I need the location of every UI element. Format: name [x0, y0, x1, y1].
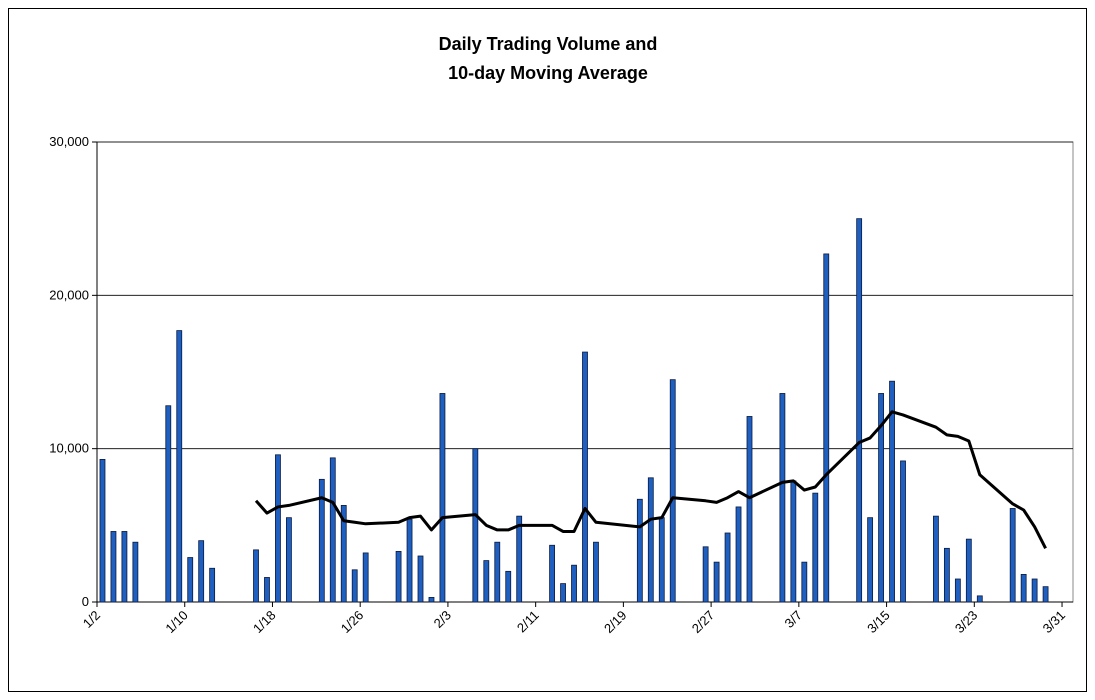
- bar: [209, 567, 216, 603]
- bar: [121, 531, 128, 603]
- bar: [746, 416, 753, 603]
- y-tick-label: 0: [82, 594, 89, 609]
- bar: [318, 478, 325, 603]
- bar: [636, 498, 643, 603]
- bar: [472, 448, 479, 603]
- bar: [1031, 578, 1038, 603]
- bar: [889, 380, 895, 603]
- bar: [878, 393, 884, 603]
- bar: [560, 583, 566, 603]
- bar: [395, 551, 402, 603]
- bar: [176, 330, 183, 603]
- bar: [264, 577, 270, 603]
- bar: [549, 544, 556, 603]
- chart-title: Daily Trading Volume and: [439, 34, 658, 54]
- y-tick-label: 30,000: [49, 134, 89, 149]
- bar: [132, 541, 139, 603]
- bar: [286, 517, 292, 603]
- bar: [713, 561, 720, 603]
- bar: [647, 477, 654, 603]
- bar: [976, 595, 983, 603]
- bar: [735, 506, 742, 603]
- bar: [505, 570, 512, 603]
- bar: [856, 218, 863, 603]
- bar: [351, 569, 358, 603]
- bar: [658, 517, 665, 603]
- moving-average-line: [254, 410, 1047, 550]
- bar: [867, 517, 874, 603]
- bar: [582, 351, 588, 603]
- bar: [943, 547, 950, 603]
- bar: [812, 492, 819, 603]
- bar: [516, 515, 523, 603]
- bar: [494, 541, 501, 603]
- bar: [483, 560, 490, 603]
- bar: [1009, 508, 1016, 603]
- bar: [900, 460, 906, 603]
- bar: [329, 457, 336, 603]
- bar: [417, 555, 424, 603]
- bar: [965, 538, 972, 603]
- bar: [1042, 586, 1049, 603]
- bar: [99, 458, 106, 603]
- bar: [110, 531, 117, 603]
- bar: [724, 532, 731, 603]
- bar: [702, 546, 709, 603]
- chart-title: 10-day Moving Average: [448, 63, 648, 83]
- bar: [669, 379, 676, 603]
- bar: [954, 578, 961, 603]
- bar: [340, 504, 347, 603]
- bar: [428, 597, 435, 603]
- bar: [165, 405, 172, 603]
- bar: [275, 454, 281, 603]
- bar: [801, 561, 808, 603]
- bar: [362, 552, 369, 603]
- bar: [823, 253, 830, 603]
- bar: [933, 515, 939, 603]
- bar: [571, 564, 577, 603]
- bar: [406, 518, 413, 603]
- bar: [253, 549, 259, 603]
- bar: [779, 393, 786, 603]
- bar: [1020, 574, 1027, 603]
- bar: [593, 541, 599, 603]
- y-tick-label: 10,000: [49, 441, 89, 456]
- y-tick-label: 20,000: [49, 287, 89, 302]
- bar: [187, 557, 194, 603]
- bar: [790, 480, 797, 603]
- bar: [198, 540, 205, 603]
- bar: [439, 393, 446, 603]
